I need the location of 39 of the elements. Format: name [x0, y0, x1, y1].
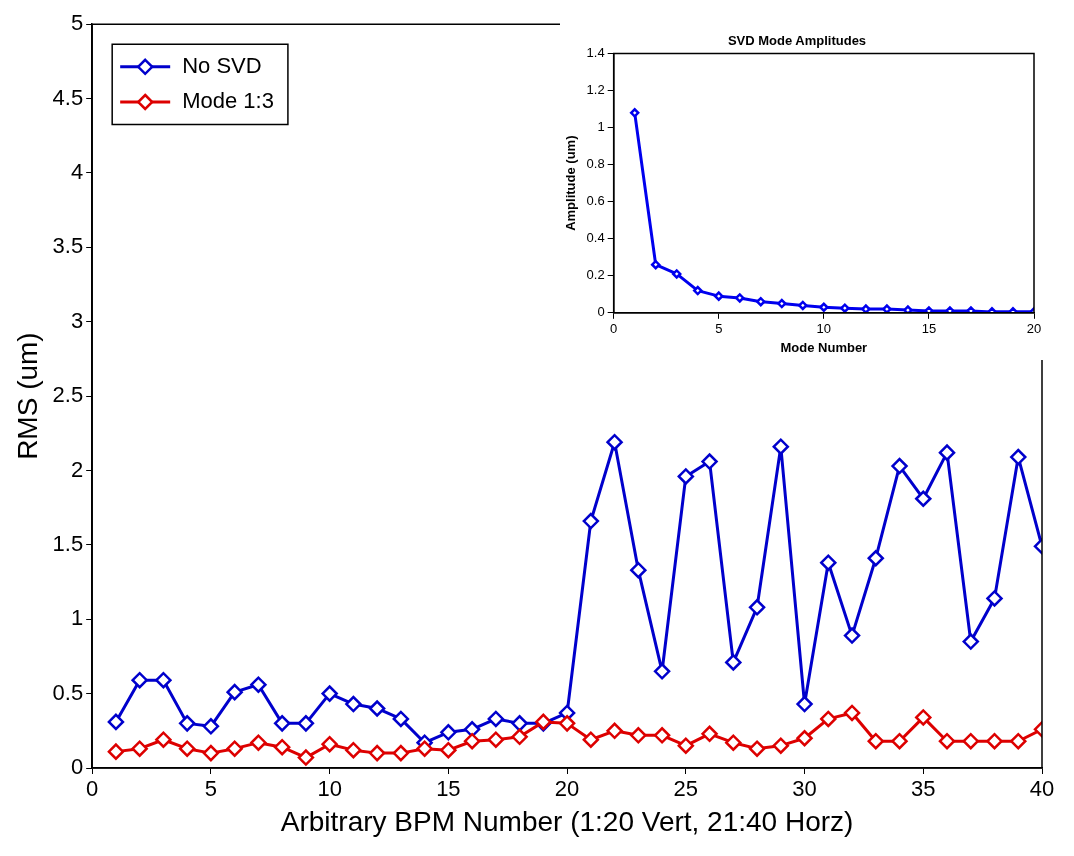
x-tick-label: 10 — [317, 776, 342, 802]
x-tick-label: 25 — [673, 776, 699, 802]
x-axis-title: Mode Number — [780, 339, 868, 355]
x-tick-label: 20 — [554, 776, 580, 802]
x-axis-title: Arbitrary BPM Number (1:20 Vert, 21:40 Horz) — [280, 805, 854, 837]
y-tick-label: 1.4 — [586, 45, 605, 61]
y-tick-label: 4 — [70, 159, 84, 185]
x-tick-label: 30 — [792, 776, 817, 802]
x-tick-label: 40 — [1029, 776, 1055, 802]
y-tick-label: 0.4 — [586, 230, 605, 246]
y-tick-label: 0.5 — [52, 679, 84, 705]
chart-title: SVD Mode Amplitudes — [727, 33, 867, 49]
y-tick-label: 0.8 — [586, 156, 605, 172]
y-tick-label: 0 — [70, 754, 84, 780]
y-tick-label: 0.2 — [586, 267, 605, 283]
x-tick-label: 15 — [436, 776, 461, 802]
y-tick-label: 1 — [70, 605, 84, 631]
y-tick-label: 0 — [597, 304, 605, 320]
x-tick-label: 15 — [921, 321, 937, 337]
x-tick-label: 10 — [816, 321, 832, 337]
legend-label: No SVD — [182, 52, 262, 78]
y-tick-label: 3 — [70, 307, 84, 333]
y-tick-label: 1.5 — [52, 530, 84, 556]
y-axis-title: Amplitude (um) — [563, 135, 579, 231]
y-tick-label: 4.5 — [52, 84, 84, 110]
y-tick-label: 3.5 — [52, 233, 84, 259]
x-tick-label: 5 — [715, 321, 723, 337]
x-tick-label: 0 — [610, 321, 618, 337]
y-tick-label: 1 — [597, 119, 605, 135]
legend-label: Mode 1:3 — [182, 88, 274, 114]
y-tick-label: 2.5 — [52, 382, 84, 408]
x-tick-label: 5 — [204, 776, 218, 802]
y-axis-title: RMS (um) — [11, 332, 43, 460]
y-tick-label: 5 — [70, 10, 84, 36]
y-tick-label: 1.2 — [586, 82, 605, 98]
x-tick-label: 35 — [911, 776, 936, 802]
y-tick-label: 0.6 — [586, 193, 605, 209]
x-tick-label: 20 — [1026, 321, 1042, 337]
y-tick-label: 2 — [70, 456, 84, 482]
